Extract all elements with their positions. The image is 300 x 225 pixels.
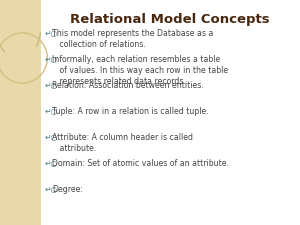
Bar xyxy=(0,0,40,225)
Text: ↵○: ↵○ xyxy=(44,185,58,194)
Text: ↵○: ↵○ xyxy=(44,29,58,38)
Text: ↵○: ↵○ xyxy=(44,107,58,116)
Text: Relation: Association between entities.: Relation: Association between entities. xyxy=(52,81,204,90)
Text: Attribute: A column header is called
   attribute.: Attribute: A column header is called att… xyxy=(52,133,194,153)
Text: Relational Model Concepts: Relational Model Concepts xyxy=(70,13,270,26)
Text: This model represents the Database as a
   collection of relations.: This model represents the Database as a … xyxy=(52,29,214,49)
Text: Tuple: A row in a relation is called tuple.: Tuple: A row in a relation is called tup… xyxy=(52,107,209,116)
Circle shape xyxy=(4,40,41,76)
Text: ↵○: ↵○ xyxy=(44,55,58,64)
Text: Informally, each relation resembles a table
   of values. In this way each row i: Informally, each relation resembles a ta… xyxy=(52,55,229,86)
Text: ↵○: ↵○ xyxy=(44,133,58,142)
Text: ↵○: ↵○ xyxy=(44,81,58,90)
Text: Domain: Set of atomic values of an attribute.: Domain: Set of atomic values of an attri… xyxy=(52,159,230,168)
Text: ↵○: ↵○ xyxy=(44,159,58,168)
Text: Degree:: Degree: xyxy=(52,185,83,194)
